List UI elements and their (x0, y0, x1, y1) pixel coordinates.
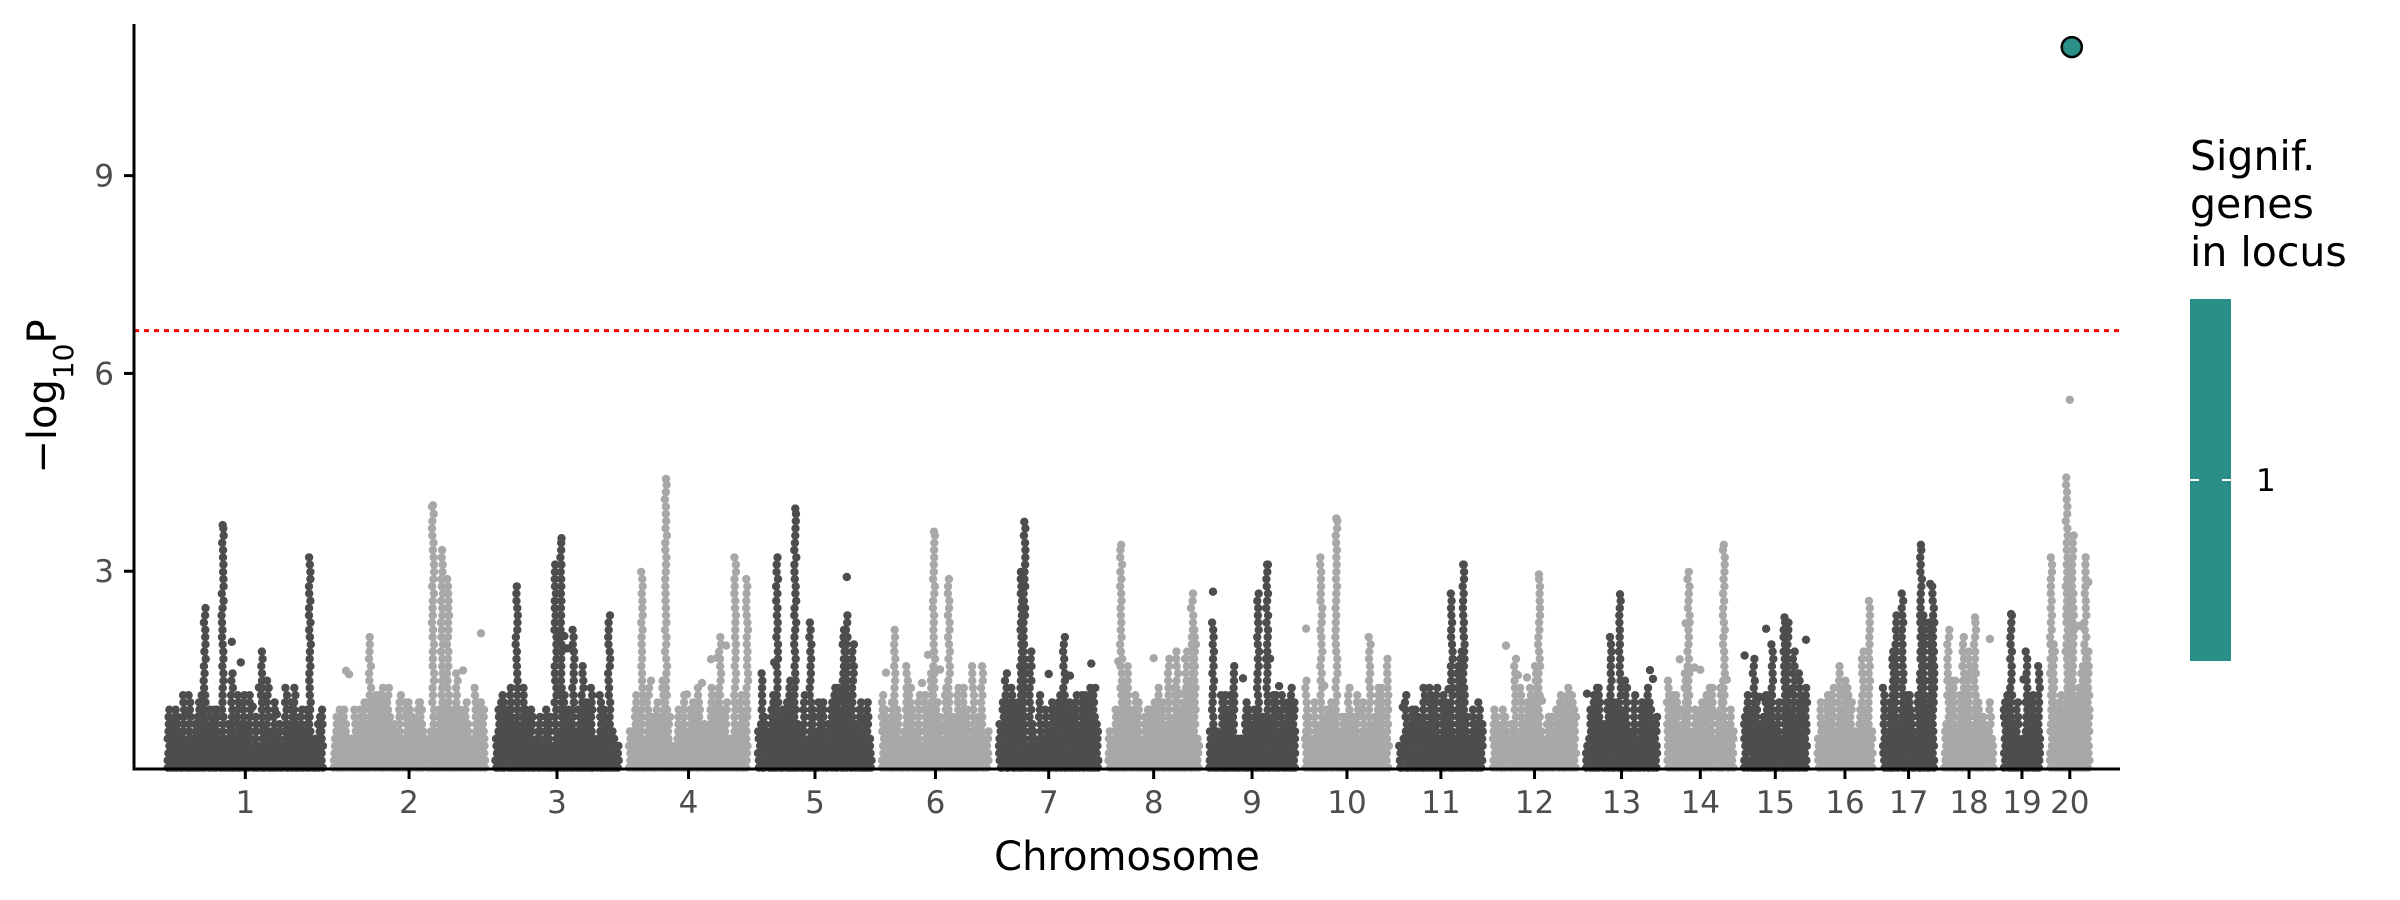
legend-title-line-3: in locus (2190, 228, 2347, 276)
x-axis-title: Chromosome (994, 834, 1260, 880)
x-tick-label-chr-11: 11 (1421, 785, 1460, 821)
y-tick-label: 6 (94, 356, 114, 392)
legend-title-line-1: Signif. (2190, 132, 2315, 180)
significant-points-layer (2060, 35, 2084, 59)
chromosome-3-points (491, 534, 623, 772)
x-tick-label-chr-17: 17 (1889, 785, 1928, 821)
y-tick-label: 3 (94, 554, 114, 590)
x-tick-label-chr-7: 7 (1039, 785, 1059, 821)
chromosome-10-points (1300, 514, 1393, 772)
chromosome-16-points (1813, 596, 1877, 772)
chromosome-13-points (1581, 590, 1662, 772)
x-tick-label-chr-19: 19 (2002, 785, 2041, 821)
chromosome-17-points (1878, 540, 1939, 772)
x-tick-label-chr-12: 12 (1515, 785, 1554, 821)
x-tick-label-chr-9: 9 (1242, 785, 1262, 821)
x-tick-label-chr-2: 2 (399, 785, 419, 821)
chromosome-11-points (1395, 560, 1487, 772)
y-axis-title: −log10P (20, 319, 80, 473)
x-tick-label-chr-3: 3 (547, 785, 567, 821)
chromosome-7-points (994, 517, 1103, 772)
x-tick-label-chr-16: 16 (1825, 785, 1864, 821)
chromosome-5-points (753, 504, 876, 772)
chromosome-8-points (1104, 540, 1204, 772)
y-tick-label: 9 (94, 159, 114, 195)
chromosome-14-points (1662, 540, 1738, 772)
x-tick-label-chr-15: 15 (1756, 785, 1795, 821)
chromosome-12-points (1488, 570, 1581, 772)
legend: Signif. genes in locus 1 (2190, 132, 2347, 661)
chromosome-6-points (877, 527, 993, 772)
y-axis-ticks: 3 6 9 (94, 159, 134, 590)
chromosome-2-points (329, 501, 490, 772)
chromosome-9-points (1205, 560, 1300, 772)
x-tick-label-chr-5: 5 (805, 785, 825, 821)
x-tick-label-chr-6: 6 (926, 785, 946, 821)
chromosome-20-points (2045, 395, 2094, 772)
x-tick-label-chr-1: 1 (235, 785, 255, 821)
x-axis-ticks: 1 2 3 4 5 6 7 8 9 10 11 12 13 14 15 16 17 18 19 20 (235, 769, 2090, 821)
x-tick-label-chr-18: 18 (1949, 785, 1988, 821)
legend-title-line-2: genes (2190, 180, 2314, 228)
data-points-layer (163, 395, 2094, 772)
chromosome-15-points (1739, 613, 1812, 772)
chromosome-18-points (1940, 613, 1998, 772)
y-axis-title-prefix: −log (20, 379, 66, 474)
x-tick-label-chr-4: 4 (679, 785, 699, 821)
x-tick-label-chr-14: 14 (1681, 785, 1720, 821)
chromosome-4-points (624, 474, 753, 772)
legend-label-1: 1 (2256, 463, 2276, 499)
x-tick-label-chr-10: 10 (1327, 785, 1366, 821)
chromosome-19-points (1999, 609, 2045, 772)
significant-point (2060, 35, 2084, 59)
x-tick-label-chr-8: 8 (1144, 785, 1164, 821)
x-tick-label-chr-13: 13 (1602, 785, 1641, 821)
x-tick-label-chr-20: 20 (2050, 785, 2089, 821)
chromosome-1-points (163, 520, 328, 772)
y-axis-title-suffix: P (20, 319, 66, 343)
y-axis-title-subscript: 10 (47, 343, 80, 379)
